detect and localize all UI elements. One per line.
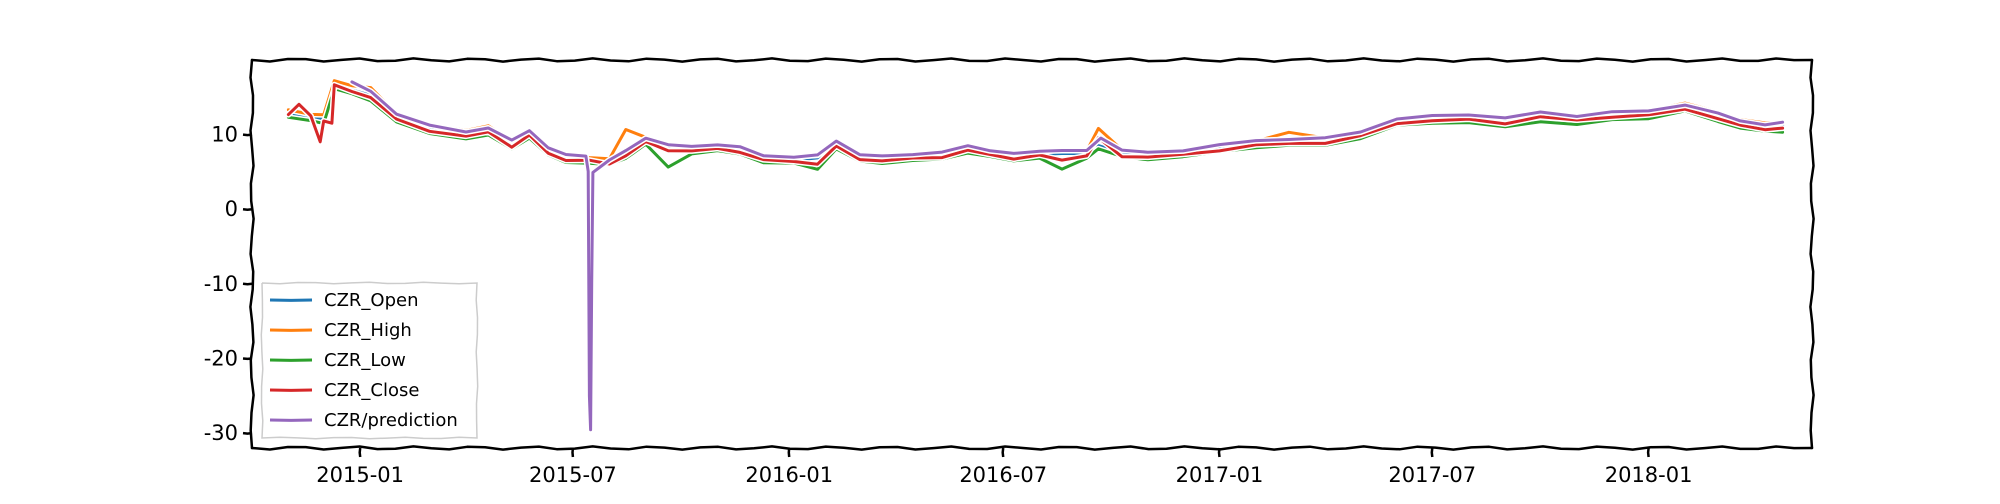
y-tick-mark: [243, 284, 252, 285]
axis-frame-right: [1810, 60, 1813, 448]
x-tick-label: 2015-07: [529, 463, 617, 487]
y-tick-label: 0: [225, 197, 238, 221]
y-tick-mark: [243, 135, 252, 136]
y-tick-mark: [243, 433, 252, 434]
x-tick-mark: [360, 448, 361, 457]
series-halo-czr-prediction: [352, 82, 1783, 430]
x-tick-label: 2015-01: [316, 463, 404, 487]
x-tick-label: 2016-01: [745, 463, 833, 487]
x-tick-mark: [1648, 448, 1649, 457]
x-tick-mark: [1432, 448, 1433, 457]
legend-label: CZR/prediction: [324, 410, 458, 431]
legend: CZR_Open CZR_High CZR_Low CZR_Close CZR/pred…: [261, 282, 477, 439]
series-line-czr-prediction: [352, 82, 1783, 430]
axis-frame-top: [252, 58, 1812, 61]
x-tick-mark: [1003, 448, 1004, 457]
x-tick-mark: [1219, 448, 1220, 457]
x-tick-label: 2017-01: [1176, 463, 1264, 487]
axis-frame-bottom: [252, 446, 1812, 449]
series-layer: [288, 81, 1782, 430]
y-axis: 10 0 -10 -20 -30: [204, 123, 252, 445]
y-tick-label: -20: [204, 346, 238, 370]
legend-label: CZR_Low: [324, 350, 406, 371]
x-tick-label: 2018-01: [1605, 463, 1693, 487]
legend-label: CZR_Open: [324, 290, 418, 311]
y-tick-label: -10: [204, 272, 238, 296]
y-tick-label: -30: [204, 421, 238, 445]
y-tick-label: 10: [211, 123, 238, 147]
x-axis: 2015-01 2015-07 2016-01 2016-07 2017-01 2017-…: [316, 448, 1692, 487]
axis-frame-left: [250, 60, 253, 448]
legend-label: CZR_Close: [324, 380, 419, 401]
y-tick-mark: [243, 209, 252, 210]
x-tick-label: 2016-07: [959, 463, 1047, 487]
legend-label: CZR_High: [324, 320, 412, 341]
x-tick-label: 2017-07: [1388, 463, 1476, 487]
